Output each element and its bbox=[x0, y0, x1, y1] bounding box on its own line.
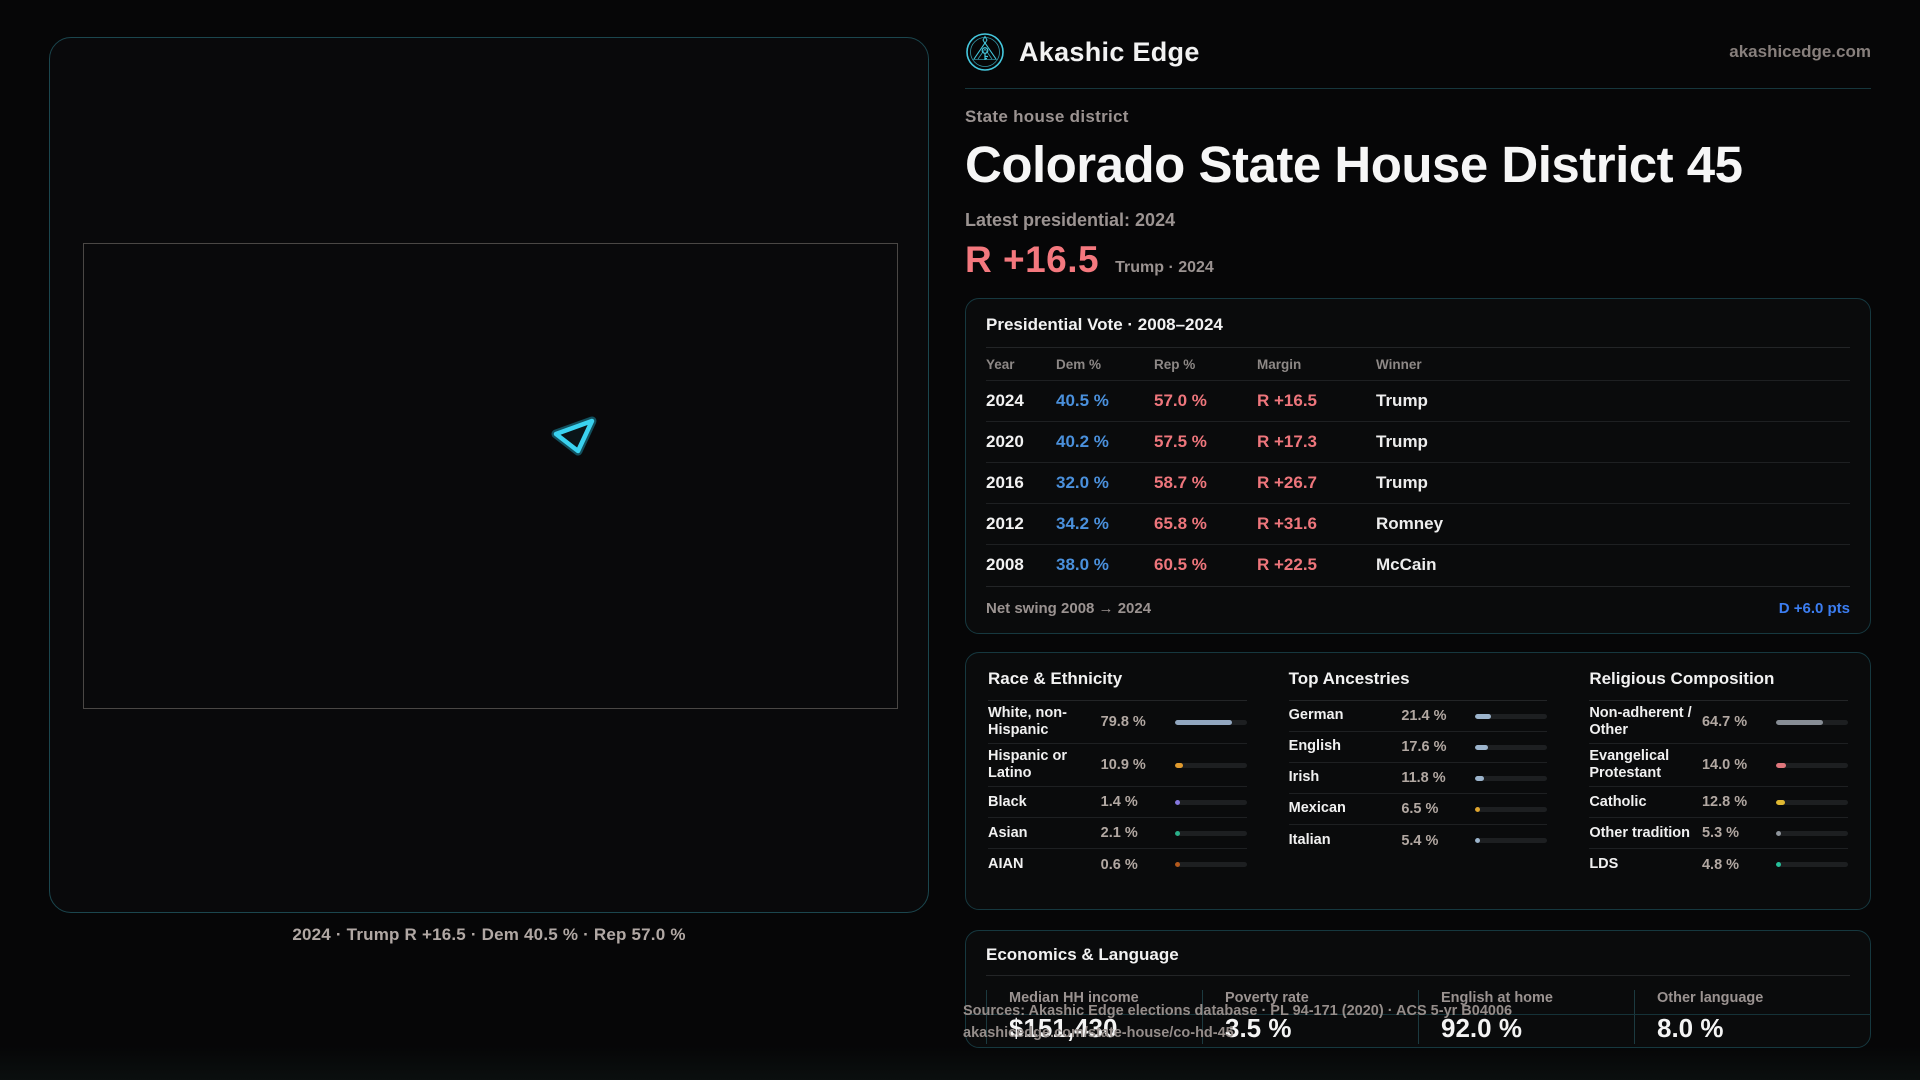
vote-table-header: Year Dem % Rep % Margin Winner bbox=[986, 348, 1850, 380]
district-map[interactable] bbox=[49, 37, 929, 913]
list-item: Asian 2.1 % bbox=[988, 818, 1247, 850]
net-swing-label: Net swing 2008 → 2024 bbox=[986, 599, 1152, 617]
mini-bar bbox=[1775, 830, 1848, 836]
stat-english-at-home: English at home 92.0 % bbox=[1418, 990, 1634, 1044]
list-item: AIAN 0.6 % bbox=[988, 849, 1247, 880]
list-item: LDS 4.8 % bbox=[1589, 849, 1848, 880]
stat-poverty-rate: Poverty rate 3.5 % bbox=[1202, 990, 1418, 1044]
brand-domain-link[interactable]: akashicedge.com bbox=[1729, 42, 1871, 61]
source-url-link[interactable]: akashicedge.com/state-house/co-hd-45 bbox=[963, 1025, 1234, 1041]
religion-panel: Religious Composition Non-adherent / Oth… bbox=[1589, 669, 1848, 893]
footer-divider bbox=[965, 1014, 1871, 1015]
district-shape-highlight[interactable] bbox=[548, 414, 600, 458]
list-item: Irish 11.8 % bbox=[1288, 763, 1548, 794]
district-type-label: State house district bbox=[965, 107, 1129, 126]
col-margin: Margin bbox=[1257, 356, 1302, 372]
mini-bar bbox=[1174, 830, 1247, 836]
list-item: English 17.6 % bbox=[1288, 732, 1548, 763]
mini-bar bbox=[1174, 799, 1247, 805]
list-item: Hispanic or Latino 10.9 % bbox=[988, 744, 1247, 788]
akashic-edge-logo-icon bbox=[966, 33, 1004, 71]
mini-bar bbox=[1174, 719, 1247, 725]
sources-footer: Sources: Akashic Edge elections database… bbox=[963, 1000, 1512, 1044]
list-item: Evangelical Protestant 14.0 % bbox=[1589, 744, 1848, 788]
mini-bar bbox=[1174, 862, 1247, 868]
detail-panel: Akashic Edge akashicedge.com State house… bbox=[963, 0, 1871, 1048]
site-header: Akashic Edge akashicedge.com bbox=[965, 24, 1871, 80]
col-winner: Winner bbox=[1376, 356, 1422, 372]
page-title: Colorado State House District 45 bbox=[965, 136, 1743, 193]
state-outline-colorado bbox=[83, 243, 898, 709]
col-dem: Dem % bbox=[1056, 356, 1102, 372]
table-row: 2024 40.5 % 57.0 % R +16.5 Trump bbox=[986, 380, 1850, 421]
net-swing-value: D +6.0 pts bbox=[1778, 599, 1850, 617]
sources-line: Sources: Akashic Edge elections database… bbox=[963, 1003, 1513, 1019]
stat-other-language: Other language 8.0 % bbox=[1634, 990, 1850, 1044]
mini-bar bbox=[1475, 744, 1548, 750]
table-row: 2008 38.0 % 60.5 % R +22.5 McCain bbox=[986, 544, 1850, 585]
list-item: Catholic 12.8 % bbox=[1589, 787, 1848, 819]
list-item: Non-adherent / Other 64.7 % bbox=[1589, 701, 1848, 745]
race-ethnicity-panel: Race & Ethnicity White, non-Hispanic 79.… bbox=[988, 669, 1247, 893]
race-title: Race & Ethnicity bbox=[988, 669, 1247, 701]
col-year: Year bbox=[986, 356, 1015, 372]
mini-bar bbox=[1475, 806, 1548, 812]
brand-name: Akashic Edge bbox=[1019, 36, 1200, 67]
list-item: Mexican 6.5 % bbox=[1288, 794, 1548, 825]
list-item: German 21.4 % bbox=[1288, 701, 1548, 732]
mini-bar bbox=[1775, 862, 1848, 868]
table-row: 2016 32.0 % 58.7 % R +26.7 Trump bbox=[986, 462, 1850, 503]
demographics-card: Race & Ethnicity White, non-Hispanic 79.… bbox=[965, 652, 1871, 910]
mini-bar bbox=[1475, 775, 1548, 781]
margin-headline: R +16.5 bbox=[965, 239, 1100, 280]
col-rep: Rep % bbox=[1154, 356, 1196, 372]
presidential-vote-card: Presidential Vote · 2008–2024 Year Dem %… bbox=[965, 298, 1871, 634]
table-row: 2012 34.2 % 65.8 % R +31.6 Romney bbox=[986, 503, 1850, 544]
ancestries-panel: Top Ancestries German 21.4 % English 17.… bbox=[1288, 669, 1548, 893]
mini-bar bbox=[1174, 762, 1247, 768]
mini-bar bbox=[1775, 799, 1848, 805]
list-item: Black 1.4 % bbox=[988, 787, 1247, 819]
mini-bar bbox=[1475, 838, 1548, 843]
stat-median-income: Median HH income $151,430 bbox=[986, 990, 1202, 1044]
map-caption: 2024 · Trump R +16.5 · Dem 40.5 % · Rep … bbox=[292, 925, 686, 944]
economics-title: Economics & Language bbox=[986, 945, 1850, 976]
ancestries-title: Top Ancestries bbox=[1288, 669, 1548, 701]
mini-bar bbox=[1475, 713, 1548, 719]
list-item: Other tradition 5.3 % bbox=[1589, 818, 1848, 850]
mini-bar bbox=[1775, 719, 1848, 725]
list-item: Italian 5.4 % bbox=[1289, 825, 1548, 856]
list-item: White, non-Hispanic 79.8 % bbox=[988, 701, 1247, 745]
table-row: 2020 40.2 % 57.5 % R +17.3 Trump bbox=[986, 421, 1850, 462]
mini-bar bbox=[1775, 762, 1848, 768]
religion-title: Religious Composition bbox=[1589, 669, 1848, 701]
margin-context: Trump · 2024 bbox=[1115, 259, 1214, 276]
presidential-vote-title: Presidential Vote · 2008–2024 bbox=[986, 315, 1850, 348]
latest-presidential-label: Latest presidential: 2024 bbox=[965, 210, 1176, 230]
header-divider bbox=[965, 88, 1871, 89]
economics-language-card: Economics & Language Median HH income $1… bbox=[965, 930, 1871, 1048]
